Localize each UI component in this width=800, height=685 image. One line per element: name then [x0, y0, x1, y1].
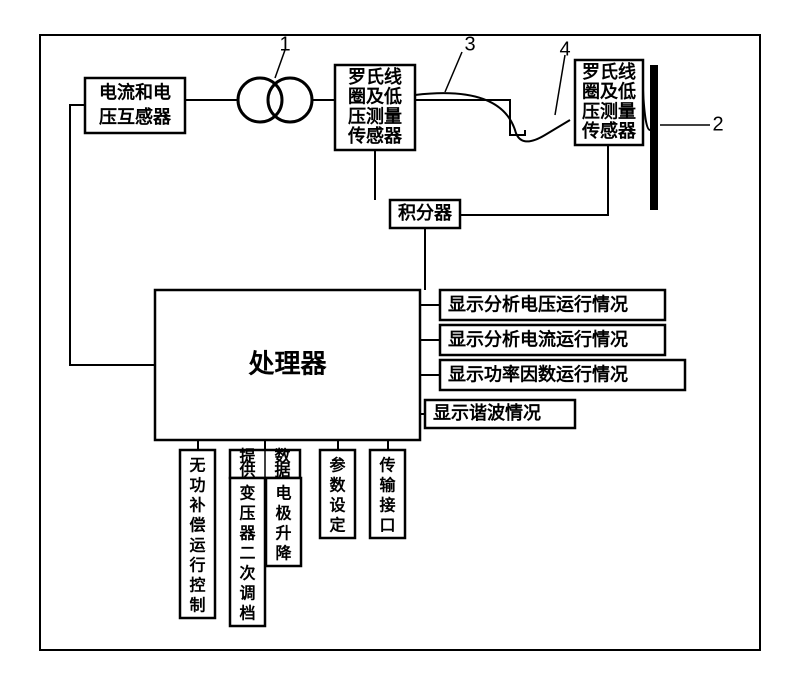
- dispPF: 显示功率因数运行情况: [440, 360, 685, 390]
- svg-text:积分器: 积分器: [398, 203, 453, 223]
- svg-text:功: 功: [189, 477, 205, 495]
- svg-text:定: 定: [328, 516, 345, 535]
- svg-text:口: 口: [379, 518, 395, 535]
- svg-text:补: 补: [188, 496, 205, 515]
- label-n1: 1: [279, 33, 290, 55]
- svg-text:圈及低: 圈及低: [582, 81, 636, 102]
- svg-text:显示谐波情况: 显示谐波情况: [433, 402, 541, 423]
- svg-text:圈及低: 圈及低: [348, 86, 402, 107]
- svg-text:处理器: 处理器: [247, 349, 327, 378]
- svg-text:压: 压: [239, 505, 255, 523]
- svg-text:显示分析电压运行情况: 显示分析电压运行情况: [448, 293, 628, 314]
- ct_pt: 电流和电压互感器: [85, 78, 185, 133]
- svg-text:显示功率因数运行情况: 显示功率因数运行情况: [448, 363, 628, 384]
- svg-text:控: 控: [189, 576, 205, 595]
- svg-text:压互感器: 压互感器: [99, 106, 172, 127]
- integrator: 积分器: [390, 200, 460, 228]
- svg-text:电流和电: 电流和电: [99, 82, 171, 103]
- svg-text:参: 参: [329, 456, 346, 475]
- label-n4: 4: [559, 38, 570, 60]
- svg-text:压测量: 压测量: [582, 100, 636, 121]
- svg-text:数: 数: [329, 476, 346, 495]
- dispI: 显示分析电流运行情况: [440, 325, 665, 355]
- svg-text:运: 运: [189, 537, 205, 555]
- dispV: 显示分析电压运行情况: [440, 290, 665, 320]
- label-n2: 2: [712, 113, 723, 135]
- bottom-item-2: 电极升降: [266, 478, 301, 566]
- svg-text:传感器: 传感器: [581, 120, 637, 141]
- svg-text:接: 接: [379, 496, 395, 515]
- svg-text:器: 器: [238, 525, 256, 543]
- svg-text:极: 极: [275, 504, 292, 523]
- svg-text:档: 档: [239, 604, 255, 623]
- processor: 处理器: [155, 290, 420, 440]
- svg-text:升: 升: [275, 525, 291, 543]
- bottom-header: 提供数据: [230, 446, 300, 479]
- svg-text:显示分析电流运行情况: 显示分析电流运行情况: [448, 328, 628, 349]
- svg-text:调: 调: [239, 585, 255, 603]
- svg-text:次: 次: [239, 564, 255, 583]
- svg-text:据: 据: [274, 460, 290, 479]
- rogB: 罗氏线圈及低压测量传感器: [575, 60, 643, 145]
- bottom-item-3: 参数设定: [320, 450, 355, 538]
- svg-text:罗氏线: 罗氏线: [582, 61, 636, 82]
- svg-text:传感器: 传感器: [347, 125, 403, 146]
- svg-text:压测量: 压测量: [348, 105, 402, 126]
- svg-text:罗氏线: 罗氏线: [348, 66, 402, 87]
- svg-text:设: 设: [329, 497, 346, 515]
- rogA: 罗氏线圈及低压测量传感器: [335, 65, 415, 150]
- dispHarm: 显示谐波情况: [425, 400, 575, 428]
- svg-text:无: 无: [188, 457, 205, 475]
- svg-text:电: 电: [275, 484, 291, 503]
- svg-text:制: 制: [189, 597, 205, 615]
- label-n3: 3: [464, 33, 475, 55]
- svg-text:变: 变: [239, 484, 255, 503]
- svg-text:输: 输: [379, 476, 396, 495]
- svg-text:供: 供: [238, 460, 255, 479]
- svg-text:降: 降: [275, 544, 292, 563]
- bottom-item-4: 传输接口: [370, 450, 405, 538]
- svg-text:传: 传: [378, 456, 395, 475]
- bottom-item-1: 变压器二次调档: [230, 478, 265, 626]
- svg-text:行: 行: [188, 556, 205, 575]
- bottom-item-0: 无功补偿运行控制: [180, 450, 215, 618]
- svg-text:二: 二: [239, 546, 255, 563]
- svg-text:偿: 偿: [189, 516, 205, 535]
